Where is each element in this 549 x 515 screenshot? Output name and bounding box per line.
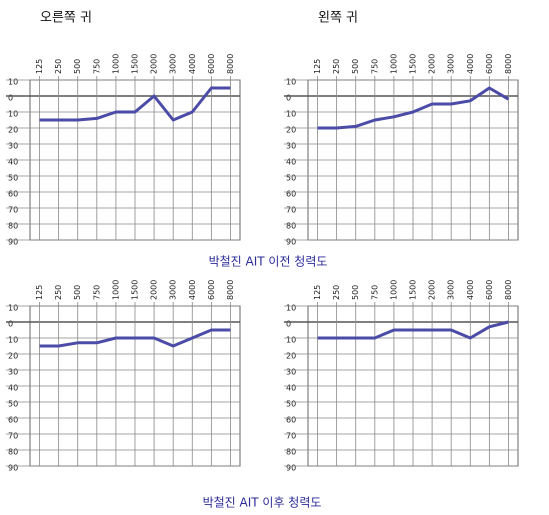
x-tick-label: 4000 <box>466 54 475 74</box>
y-tick-label: 80 <box>286 222 296 231</box>
x-tick-label: 6000 <box>207 280 216 300</box>
y-tick-label: 0 <box>286 320 291 329</box>
y-tick-label: 0 <box>8 320 13 329</box>
x-tick-label: 8000 <box>504 54 513 74</box>
y-tick-label: 60 <box>286 416 296 425</box>
x-tick-label: 500 <box>73 59 82 74</box>
y-tick-label: 10 <box>286 304 296 313</box>
x-tick-label: 125 <box>313 285 322 300</box>
x-tick-label: 1000 <box>389 280 398 300</box>
x-tick-label: 3000 <box>447 54 456 74</box>
y-tick-label: 10 <box>8 336 18 345</box>
x-tick-label: 3000 <box>447 280 456 300</box>
y-tick-label: 10 <box>286 336 296 345</box>
x-tick-label: 250 <box>332 285 341 300</box>
y-tick-label: 20 <box>286 352 296 361</box>
y-tick-label: 60 <box>286 190 296 199</box>
y-tick-label: 30 <box>286 368 296 377</box>
x-tick-label: 125 <box>35 59 44 74</box>
y-tick-label: 50 <box>8 400 18 409</box>
x-tick-label: 250 <box>54 59 63 74</box>
x-tick-label: 1000 <box>389 54 398 74</box>
y-tick-label: 40 <box>8 158 18 167</box>
x-tick-label: 750 <box>370 285 379 300</box>
chart-title: 오른쪽 귀 <box>40 11 92 26</box>
y-tick-label: 10 <box>8 304 18 313</box>
y-tick-label: 0 <box>8 94 13 103</box>
x-tick-label: 2000 <box>150 280 159 300</box>
y-tick-label: 60 <box>8 190 18 199</box>
x-tick-label: 750 <box>92 285 101 300</box>
x-tick-label: 4000 <box>188 54 197 74</box>
y-tick-label: 90 <box>286 238 296 247</box>
y-tick-label: 90 <box>8 238 18 247</box>
x-tick-label: 3000 <box>169 280 178 300</box>
y-tick-label: 70 <box>286 206 296 215</box>
y-tick-label: 50 <box>286 174 296 183</box>
y-tick-label: 0 <box>286 94 291 103</box>
y-tick-label: 70 <box>8 206 18 215</box>
x-tick-label: 1000 <box>111 54 120 74</box>
x-tick-label: 6000 <box>207 54 216 74</box>
y-tick-label: 30 <box>8 142 18 151</box>
x-tick-label: 1500 <box>409 54 418 74</box>
y-tick-label: 30 <box>8 368 18 377</box>
y-tick-label: 80 <box>8 222 18 231</box>
y-tick-label: 20 <box>8 126 18 135</box>
y-tick-label: 10 <box>8 110 18 119</box>
hearing-line <box>317 320 509 340</box>
y-tick-label: 70 <box>286 432 296 441</box>
caption: 박철진 AIT 이후 청력도 <box>203 496 322 510</box>
hearing-line <box>39 86 231 122</box>
x-tick-label: 4000 <box>466 280 475 300</box>
x-tick-label: 3000 <box>169 54 178 74</box>
x-tick-label: 250 <box>332 59 341 74</box>
y-tick-label: 10 <box>286 78 296 87</box>
y-tick-label: 30 <box>286 142 296 151</box>
x-tick-label: 1500 <box>131 280 140 300</box>
x-tick-label: 4000 <box>188 280 197 300</box>
x-tick-label: 2000 <box>150 54 159 74</box>
y-tick-label: 40 <box>8 384 18 393</box>
chart-title: 왼쪽 귀 <box>318 11 358 26</box>
x-tick-label: 500 <box>73 285 82 300</box>
x-tick-label: 8000 <box>226 54 235 74</box>
x-tick-label: 125 <box>313 59 322 74</box>
x-tick-label: 1500 <box>409 280 418 300</box>
x-tick-label: 2000 <box>428 280 437 300</box>
x-tick-label: 8000 <box>226 280 235 300</box>
x-tick-label: 2000 <box>428 54 437 74</box>
x-tick-label: 1500 <box>131 54 140 74</box>
y-tick-label: 40 <box>286 384 296 393</box>
y-tick-label: 50 <box>286 400 296 409</box>
hearing-line <box>39 328 231 348</box>
y-tick-label: 40 <box>286 158 296 167</box>
y-tick-label: 80 <box>8 448 18 457</box>
y-tick-label: 70 <box>8 432 18 441</box>
x-tick-label: 750 <box>370 59 379 74</box>
y-tick-label: 90 <box>8 464 18 473</box>
y-tick-label: 90 <box>286 464 296 473</box>
x-tick-label: 125 <box>35 285 44 300</box>
y-tick-label: 20 <box>286 126 296 135</box>
hearing-line <box>317 86 510 130</box>
x-tick-label: 8000 <box>504 280 513 300</box>
x-tick-label: 6000 <box>485 54 494 74</box>
x-tick-label: 500 <box>351 285 360 300</box>
x-tick-label: 1000 <box>111 280 120 300</box>
y-tick-label: 50 <box>8 174 18 183</box>
y-tick-label: 10 <box>8 78 18 87</box>
y-tick-label: 80 <box>286 448 296 457</box>
x-tick-label: 500 <box>351 59 360 74</box>
y-tick-label: 10 <box>286 110 296 119</box>
y-tick-label: 60 <box>8 416 18 425</box>
y-tick-label: 20 <box>8 352 18 361</box>
x-tick-label: 750 <box>92 59 101 74</box>
x-tick-label: 250 <box>54 285 63 300</box>
x-tick-label: 6000 <box>485 280 494 300</box>
caption: 박철진 AIT 이전 청력도 <box>209 255 328 269</box>
